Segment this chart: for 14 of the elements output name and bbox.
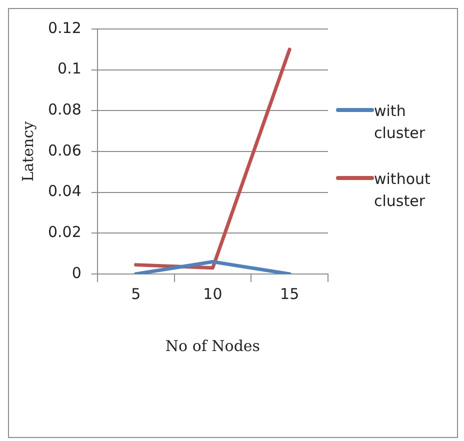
y-tick-label: 0.02 <box>48 223 82 242</box>
y-tick-label: 0.08 <box>48 100 82 119</box>
y-axis-title: Latency <box>18 120 37 182</box>
y-tick-label: 0.06 <box>48 141 82 160</box>
y-tick-label: 0.04 <box>48 182 82 200</box>
x-axis-title: No of Nodes <box>165 336 260 355</box>
x-tick-label: 15 <box>280 284 300 303</box>
x-tick-label: 5 <box>131 284 141 303</box>
legend-label: without cluster <box>374 169 432 212</box>
x-tick-label: 10 <box>203 284 222 303</box>
y-tick-label: 0.1 <box>58 60 82 78</box>
legend-label: with cluster <box>374 101 426 144</box>
y-tick-label: 0.12 <box>48 18 82 37</box>
y-tick-label: 0 <box>72 264 82 282</box>
